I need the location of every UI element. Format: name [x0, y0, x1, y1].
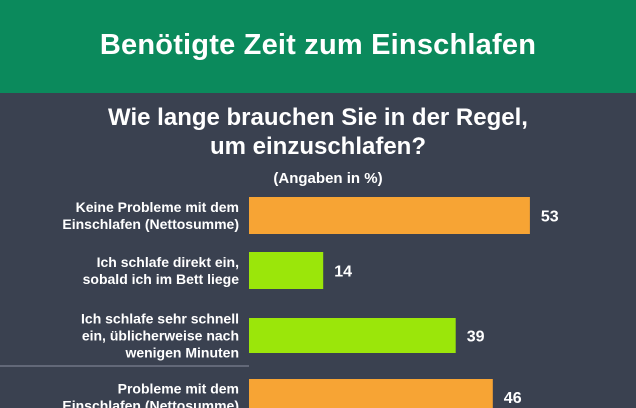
- chart-title: Wie lange brauchen Sie in der Regel, um …: [0, 103, 636, 161]
- chart-subtitle: (Angaben in %): [273, 170, 383, 187]
- category-label-0: Keine Probleme mit dem Einschlafen (Netto…: [62, 199, 239, 232]
- chart-title-line-1: Wie lange brauchen Sie in der Regel,: [108, 104, 528, 131]
- chart-title-line-2: um einzuschlafen?: [209, 133, 427, 160]
- bar-1: [249, 252, 324, 289]
- bar-3: [249, 379, 493, 408]
- bar-2: [249, 318, 456, 353]
- header-title: Benötigte Zeit zum Einschlafen: [99, 29, 537, 61]
- value-label-2: 39: [467, 329, 485, 346]
- bar-0: [249, 197, 530, 234]
- category-label-3: Probleme mit dem Einschlafen (Nettosumme): [62, 381, 239, 408]
- value-label-1: 14: [334, 264, 352, 281]
- value-label-0: 53: [541, 209, 559, 226]
- category-label-1: Ich schlafe direkt ein, sobald ich im Bet…: [83, 254, 240, 287]
- header-banner: Benötigte Zeit zum Einschlafen: [0, 0, 636, 93]
- category-label-2: Ich schlafe sehr schnell ein, üblicherwei…: [81, 311, 239, 361]
- value-label-3: 46: [504, 390, 522, 407]
